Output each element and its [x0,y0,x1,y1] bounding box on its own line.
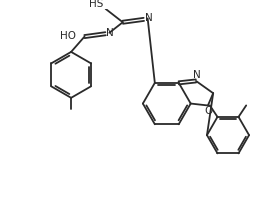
Text: N: N [145,13,153,23]
Text: O: O [205,106,213,116]
Text: N: N [193,70,201,80]
Text: HS: HS [89,0,103,9]
Text: N: N [106,28,114,38]
Text: HO: HO [60,31,76,41]
